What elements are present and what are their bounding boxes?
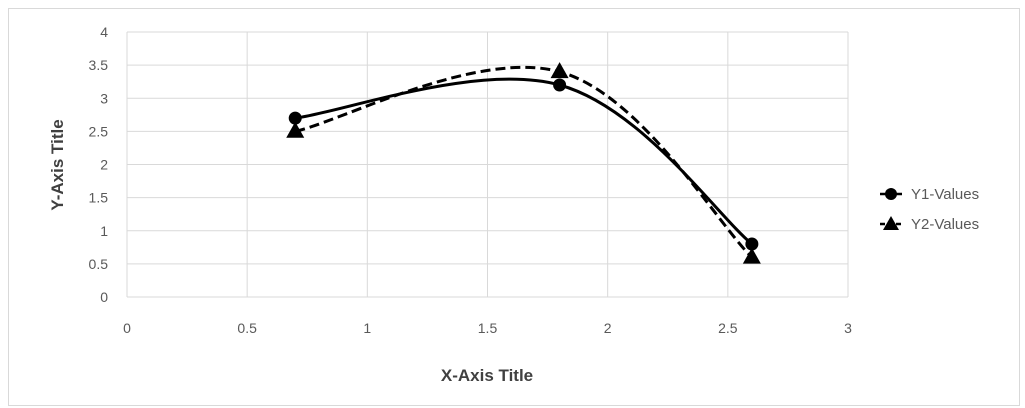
- y-tick-label: 1: [100, 223, 108, 239]
- data-point-triangle: [742, 247, 761, 264]
- x-tick-label: 0.5: [237, 320, 257, 336]
- legend-item-y2: Y2-Values: [880, 216, 979, 233]
- x-axis-title: X-Axis Title: [441, 366, 533, 385]
- y-tick-label: 0: [100, 289, 108, 305]
- x-tick-label: 2: [604, 320, 612, 336]
- y-tick-label: 1.5: [89, 190, 109, 206]
- y-tick-label: 2.5: [89, 123, 109, 139]
- x-tick-label: 1.5: [478, 320, 498, 336]
- x-tick-label: 3: [844, 320, 852, 336]
- y-axis-title: Y-Axis Title: [48, 119, 67, 210]
- legend-marker-circle-icon: [885, 188, 897, 200]
- data-point-triangle: [550, 62, 569, 79]
- legend-label-y1: Y1-Values: [911, 186, 979, 203]
- y-tick-label: 2: [100, 157, 108, 173]
- x-tick-label: 1: [363, 320, 371, 336]
- data-point-circle: [553, 78, 567, 92]
- chart-frame: [8, 8, 1020, 406]
- series-line-2: [294, 65, 753, 259]
- tick-labels-layer: 0 0.5 1 1.5 2 2.5 3 0 0.5 1 1.5 2 2.5 3 3.5 4: [89, 24, 853, 336]
- y-tick-label: 4: [100, 24, 108, 40]
- y-tick-label: 3: [100, 90, 108, 106]
- legend-label-y2: Y2-Values: [911, 216, 979, 233]
- legend-marker-triangle-icon: [883, 216, 899, 230]
- x-tick-label: 0: [123, 320, 131, 336]
- series-line-1: [295, 77, 753, 246]
- y-tick-label: 3.5: [89, 57, 109, 73]
- legend: Y1-Values Y2-Values: [880, 186, 979, 233]
- y-tick-label: 0.5: [89, 256, 109, 272]
- data-point-circle: [745, 237, 759, 251]
- series-markers-layer: [286, 62, 761, 264]
- data-point-triangle: [286, 121, 305, 138]
- data-point-circle: [288, 111, 302, 125]
- series-lines-layer: [294, 65, 753, 259]
- legend-item-y1: Y1-Values: [880, 186, 979, 203]
- grid-layer: [126, 31, 849, 298]
- x-tick-label: 2.5: [718, 320, 738, 336]
